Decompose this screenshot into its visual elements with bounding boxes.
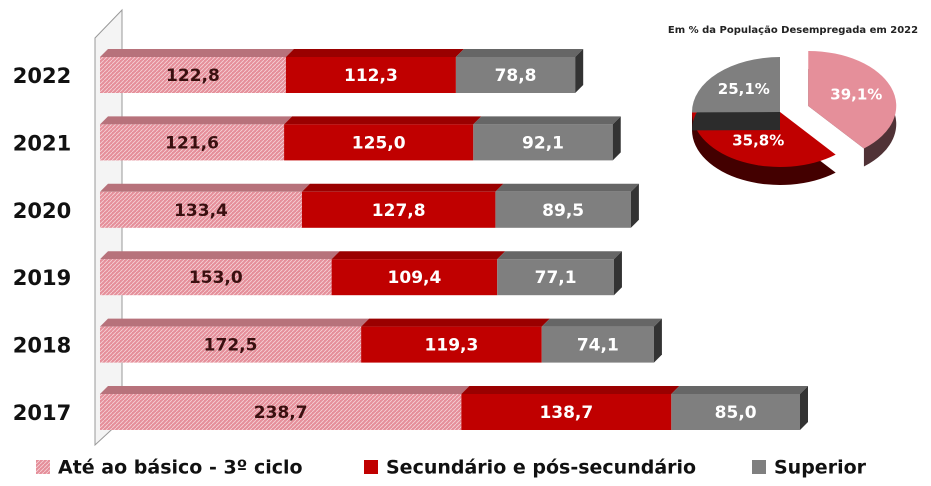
bar-side bbox=[612, 116, 621, 161]
pie-label: 35,8% bbox=[732, 131, 784, 149]
value-label: 78,8 bbox=[495, 66, 537, 86]
value-label: 121,6 bbox=[165, 133, 219, 153]
category-label: 2021 bbox=[13, 131, 71, 155]
bar bbox=[361, 326, 542, 363]
legend-swatch bbox=[364, 460, 378, 474]
value-label: 125,0 bbox=[352, 133, 406, 153]
bar-top bbox=[285, 49, 464, 57]
legend-label: Secundário e pós-secundário bbox=[386, 457, 696, 479]
bar-top bbox=[100, 116, 293, 125]
value-label: 122,8 bbox=[166, 66, 220, 86]
bar-side bbox=[653, 318, 662, 363]
bar bbox=[455, 57, 576, 93]
bar-side bbox=[630, 183, 639, 228]
bar-top bbox=[100, 251, 340, 260]
bar-side bbox=[613, 251, 622, 296]
bar bbox=[100, 326, 362, 363]
bar-top bbox=[100, 318, 370, 327]
bar bbox=[495, 191, 631, 228]
bar-top bbox=[671, 386, 808, 394]
bar-top bbox=[361, 318, 550, 327]
value-label: 119,3 bbox=[425, 336, 479, 356]
value-label: 238,7 bbox=[254, 403, 308, 423]
bar bbox=[671, 394, 800, 430]
value-label: 74,1 bbox=[577, 336, 619, 356]
bar-top bbox=[455, 49, 584, 57]
value-label: 92,1 bbox=[522, 133, 564, 153]
bar bbox=[461, 394, 672, 430]
bar bbox=[100, 259, 332, 296]
bar-top bbox=[100, 49, 294, 57]
bar-top bbox=[100, 183, 310, 192]
value-label: 138,7 bbox=[539, 403, 593, 423]
bar-top bbox=[301, 183, 504, 192]
bar-top bbox=[100, 386, 470, 394]
pie-slice bbox=[691, 57, 780, 113]
legend-label: Superior bbox=[774, 457, 867, 479]
pie-title: Em % da População Desempregada em 2022 bbox=[668, 25, 918, 36]
value-label: 109,4 bbox=[388, 268, 442, 288]
bar bbox=[541, 326, 654, 363]
legend-swatch bbox=[752, 460, 766, 474]
bar-top bbox=[461, 386, 680, 394]
bar-top bbox=[331, 251, 506, 260]
value-label: 133,4 bbox=[174, 201, 228, 221]
category-label: 2020 bbox=[13, 199, 71, 223]
pie-label: 25,1% bbox=[718, 80, 770, 98]
bar bbox=[331, 259, 498, 296]
category-label: 2017 bbox=[13, 401, 71, 425]
category-label: 2018 bbox=[13, 334, 71, 358]
bar bbox=[473, 124, 613, 161]
bar bbox=[100, 57, 286, 93]
category-label: 2019 bbox=[13, 266, 71, 290]
bar bbox=[301, 191, 496, 228]
bar bbox=[285, 57, 456, 93]
bar-top bbox=[473, 116, 621, 125]
bar-top bbox=[497, 251, 622, 260]
category-label: 2022 bbox=[13, 64, 71, 88]
value-label: 77,1 bbox=[535, 268, 577, 288]
pie-slice bbox=[808, 50, 897, 149]
value-label: 153,0 bbox=[189, 268, 243, 288]
pie-label: 39,1% bbox=[830, 86, 882, 104]
bar bbox=[100, 124, 285, 161]
bar bbox=[100, 394, 462, 430]
value-label: 85,0 bbox=[715, 403, 757, 423]
legend-label: Até ao básico - 3º ciclo bbox=[58, 457, 303, 479]
value-label: 127,8 bbox=[372, 201, 426, 221]
value-label: 89,5 bbox=[542, 201, 584, 221]
bar bbox=[284, 124, 474, 161]
bar-side bbox=[800, 386, 808, 430]
bar-side bbox=[575, 49, 584, 93]
bar bbox=[100, 191, 302, 228]
bar bbox=[497, 259, 614, 296]
value-label: 112,3 bbox=[344, 66, 398, 86]
bar-top bbox=[495, 183, 639, 192]
bar-top bbox=[541, 318, 662, 327]
bar-top bbox=[284, 116, 482, 125]
legend-swatch bbox=[36, 460, 50, 474]
value-label: 172,5 bbox=[204, 336, 258, 356]
